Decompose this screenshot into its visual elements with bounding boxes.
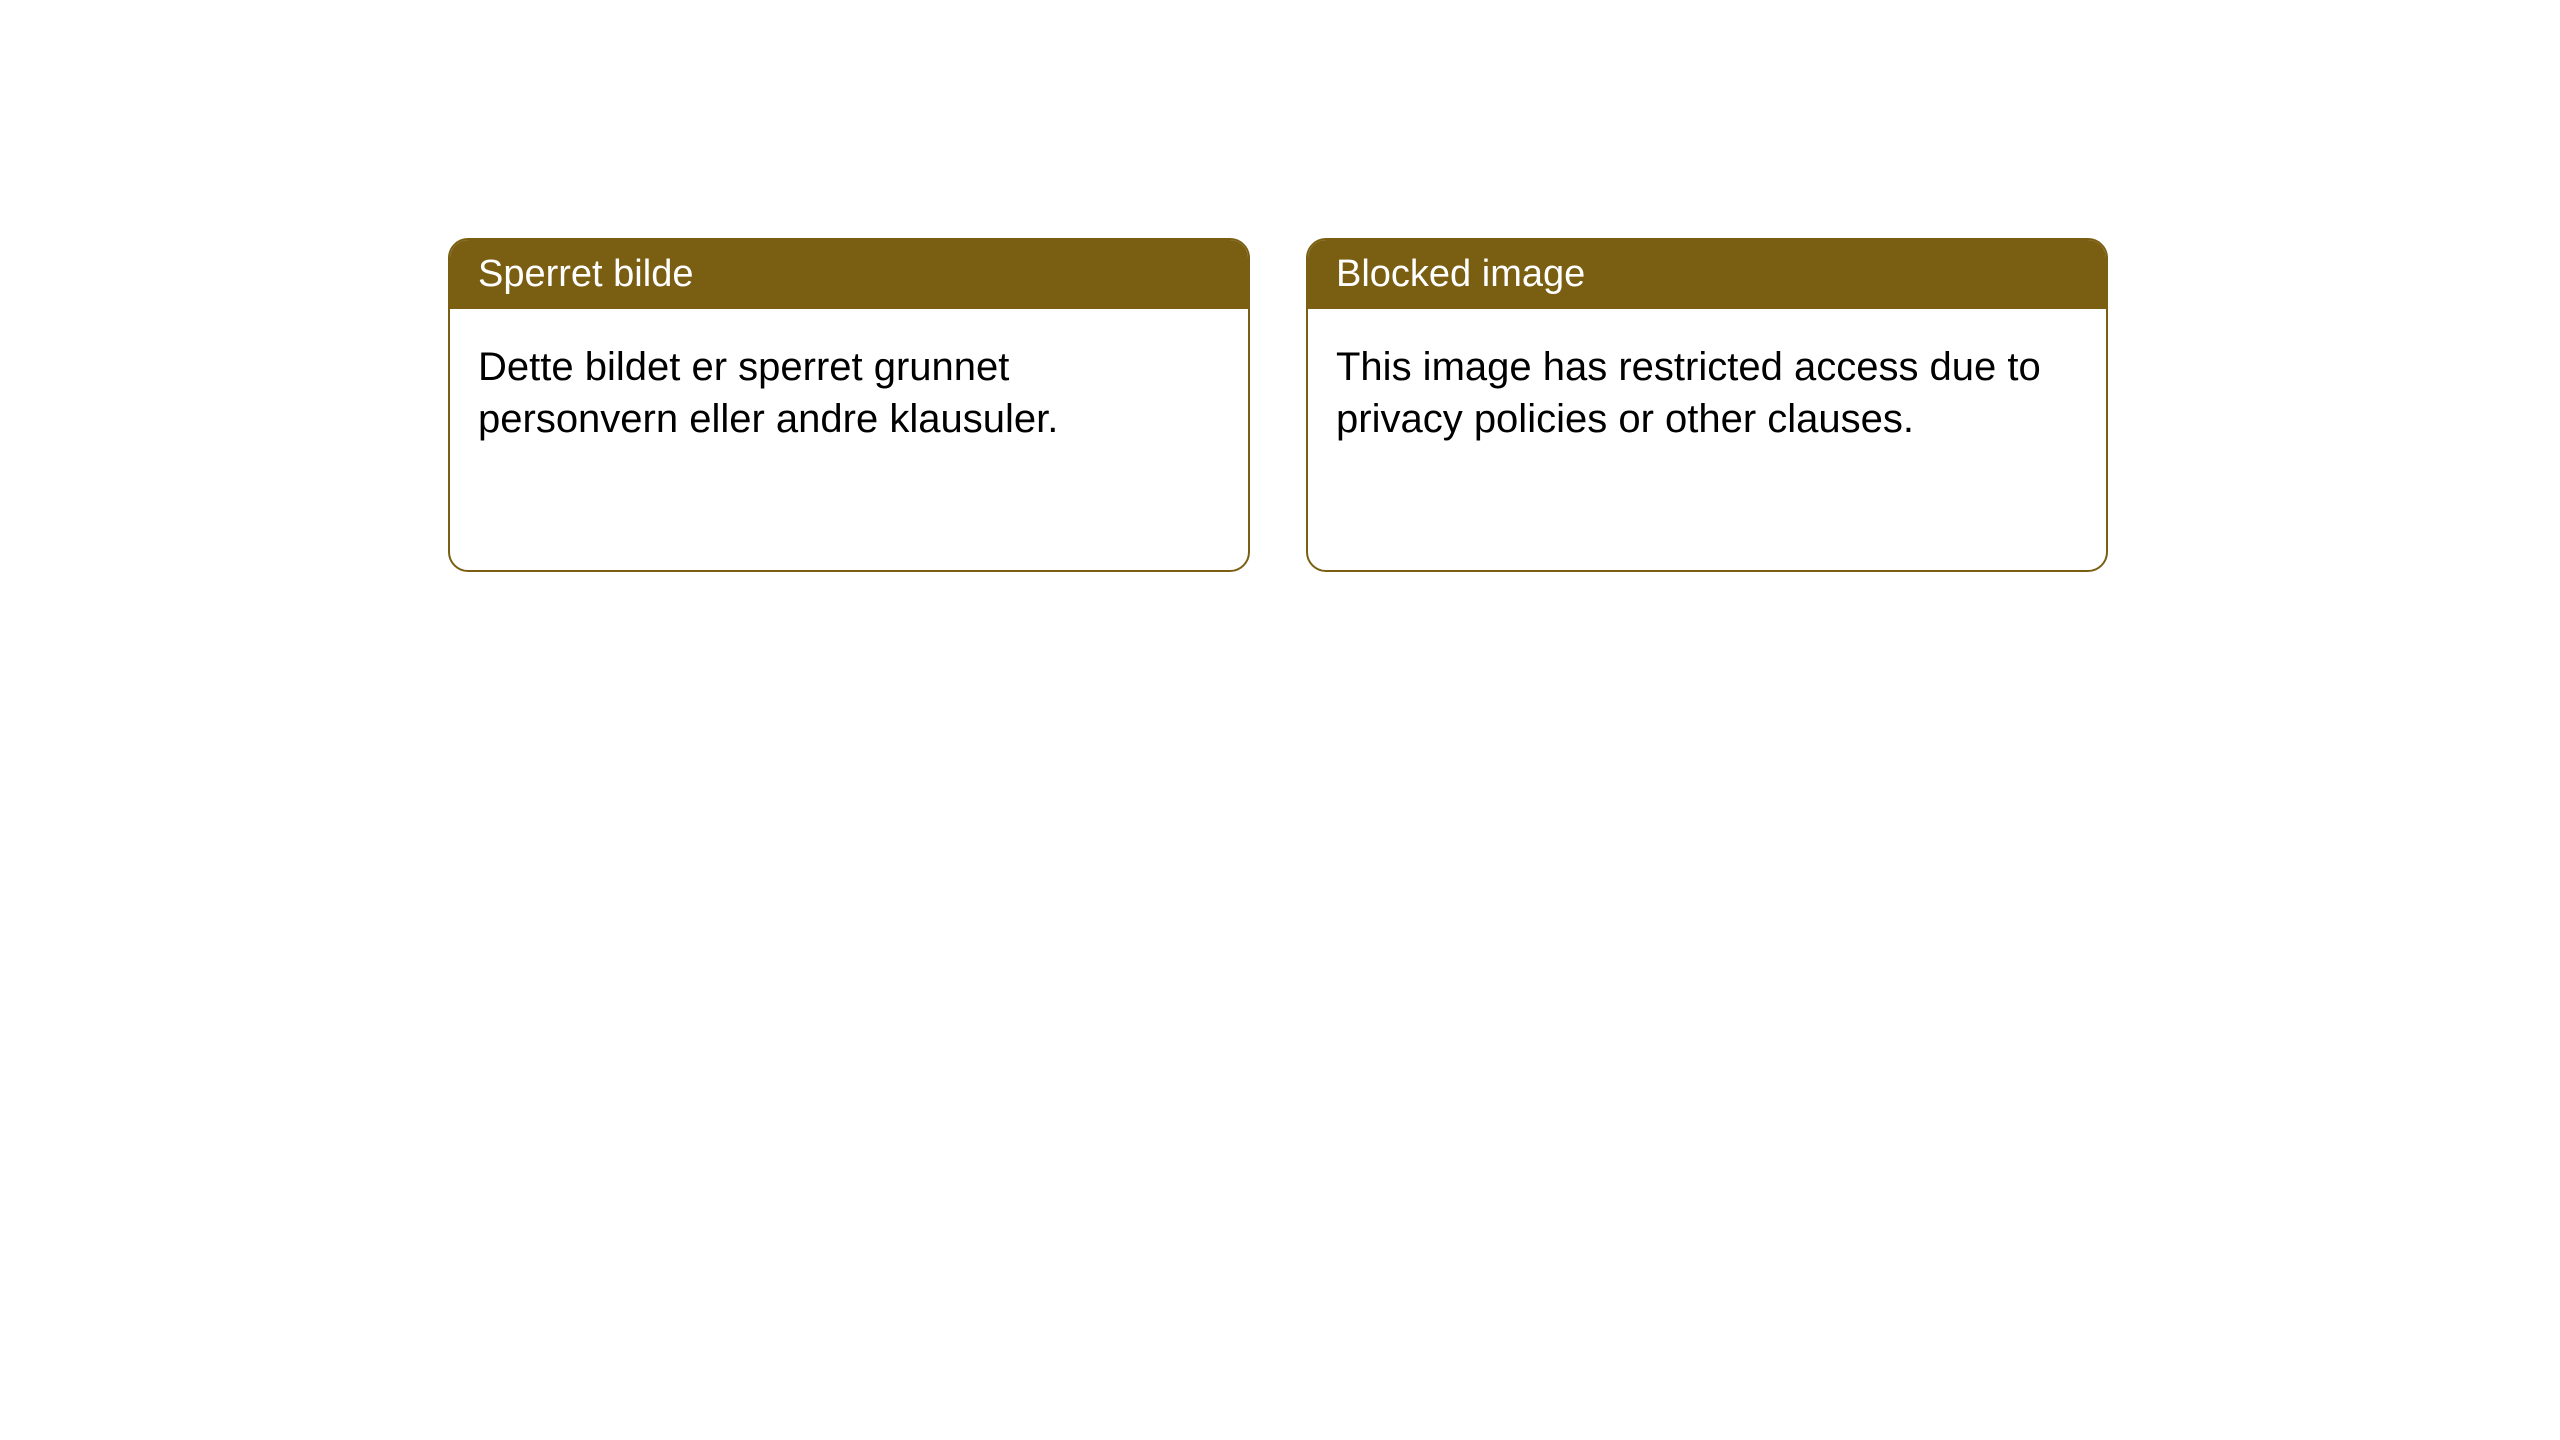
notice-container: Sperret bilde Dette bildet er sperret gr… — [0, 0, 2560, 572]
notice-body-text: This image has restricted access due to … — [1336, 345, 2041, 441]
notice-body-text: Dette bildet er sperret grunnet personve… — [478, 345, 1058, 441]
notice-card-norwegian: Sperret bilde Dette bildet er sperret gr… — [448, 238, 1250, 572]
notice-body: Dette bildet er sperret grunnet personve… — [450, 309, 1248, 477]
notice-body: This image has restricted access due to … — [1308, 309, 2106, 477]
notice-title: Sperret bilde — [478, 253, 693, 295]
notice-title: Blocked image — [1336, 253, 1585, 295]
notice-header: Sperret bilde — [450, 240, 1248, 309]
notice-header: Blocked image — [1308, 240, 2106, 309]
notice-card-english: Blocked image This image has restricted … — [1306, 238, 2108, 572]
